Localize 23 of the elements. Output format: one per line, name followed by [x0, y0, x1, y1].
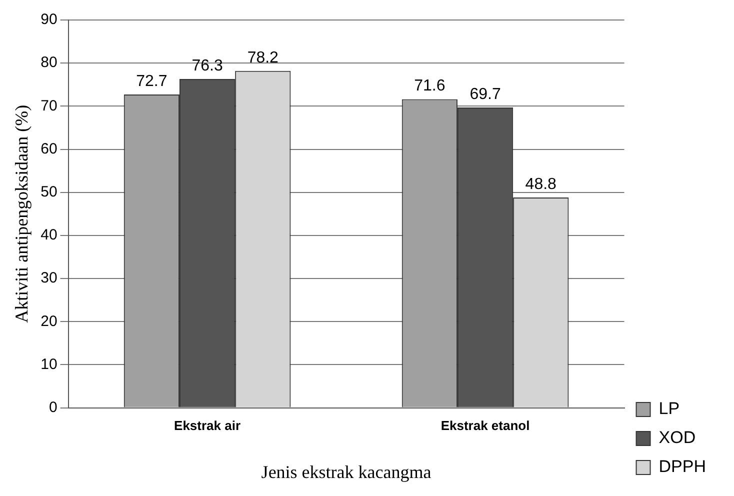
data-label: 71.6 [414, 78, 446, 95]
data-label: 48.8 [525, 176, 557, 193]
y-tick-label: 40 [40, 226, 58, 244]
data-label: 76.3 [192, 57, 223, 74]
y-tick-label: 0 [48, 398, 58, 416]
x-tick-label: Ekstrak air [174, 418, 241, 434]
y-axis-title: Aktiviti antipengoksidaan (%) [12, 104, 32, 323]
legend-label: DPPH [658, 457, 706, 476]
x-tick-label: Ekstrak etanol [440, 418, 530, 434]
y-tick-label: 30 [40, 270, 58, 287]
y-tick-label: 90 [40, 11, 58, 28]
data-label: 72.7 [136, 72, 168, 90]
y-tick-label: 70 [40, 97, 58, 114]
data-label: 69.7 [470, 86, 501, 103]
y-tick-label: 80 [40, 54, 58, 72]
x-axis-title: Jenis ekstrak kacangma [261, 462, 432, 482]
data-label: 78.2 [247, 49, 279, 66]
legend-label: XOD [658, 428, 696, 448]
y-tick-label: 10 [40, 356, 58, 373]
y-tick-label: 60 [40, 140, 58, 158]
y-tick-label: 20 [40, 312, 58, 330]
y-tick-label: 50 [40, 183, 58, 200]
legend-label: LP [658, 399, 680, 418]
